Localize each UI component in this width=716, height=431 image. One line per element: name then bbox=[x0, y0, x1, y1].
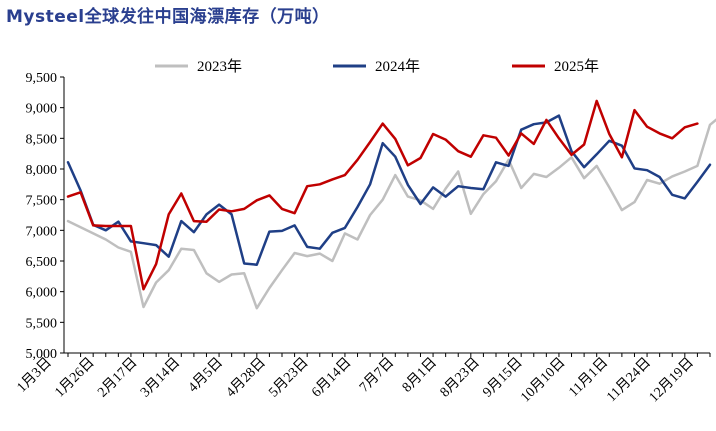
x-tick-label: 4月28日 bbox=[223, 355, 269, 401]
y-tick-label: 6,000 bbox=[26, 286, 58, 301]
x-tick-label: 5月23日 bbox=[266, 355, 312, 401]
y-tick-label: 9,000 bbox=[26, 102, 58, 117]
series-lines bbox=[66, 99, 716, 310]
x-tick-label: 8月23日 bbox=[437, 355, 483, 401]
legend-label-3: 2025年 bbox=[554, 58, 599, 75]
x-tick-label: 11月24日 bbox=[603, 355, 654, 406]
series-line-2 bbox=[66, 114, 712, 266]
x-tick-label: 4月5日 bbox=[185, 355, 226, 396]
x-tick-label: 10月10日 bbox=[518, 355, 569, 406]
x-tick-label: 7月7日 bbox=[356, 355, 397, 396]
series-line-3 bbox=[66, 99, 699, 291]
y-tick-label: 7,000 bbox=[26, 224, 58, 239]
legend-label-1: 2023年 bbox=[197, 58, 242, 75]
x-tick-label: 1月26日 bbox=[52, 355, 98, 401]
x-tick-label: 3月14日 bbox=[137, 355, 183, 401]
y-tick-label: 9,500 bbox=[26, 71, 58, 86]
y-tick-label: 8,000 bbox=[26, 163, 58, 178]
y-tick-label: 6,500 bbox=[26, 255, 58, 270]
legend: 2023年 2024年 2025年 bbox=[155, 58, 599, 75]
x-tick-label: 2月17日 bbox=[94, 355, 140, 401]
y-tick-label: 7,500 bbox=[26, 194, 58, 209]
legend-label-2: 2024年 bbox=[375, 58, 420, 75]
series-line-1 bbox=[66, 118, 716, 310]
y-tick-label: 8,500 bbox=[26, 132, 58, 147]
y-tick-label: 5,500 bbox=[26, 316, 58, 331]
chart-title: Mysteel全球发往中国海漂库存（万吨） bbox=[6, 7, 330, 27]
y-tick-label: 5,000 bbox=[26, 347, 58, 362]
x-tick-label: 12月19日 bbox=[646, 355, 697, 406]
x-tick-label: 6月14日 bbox=[308, 355, 354, 401]
x-tick-label: 8月1日 bbox=[399, 355, 440, 396]
